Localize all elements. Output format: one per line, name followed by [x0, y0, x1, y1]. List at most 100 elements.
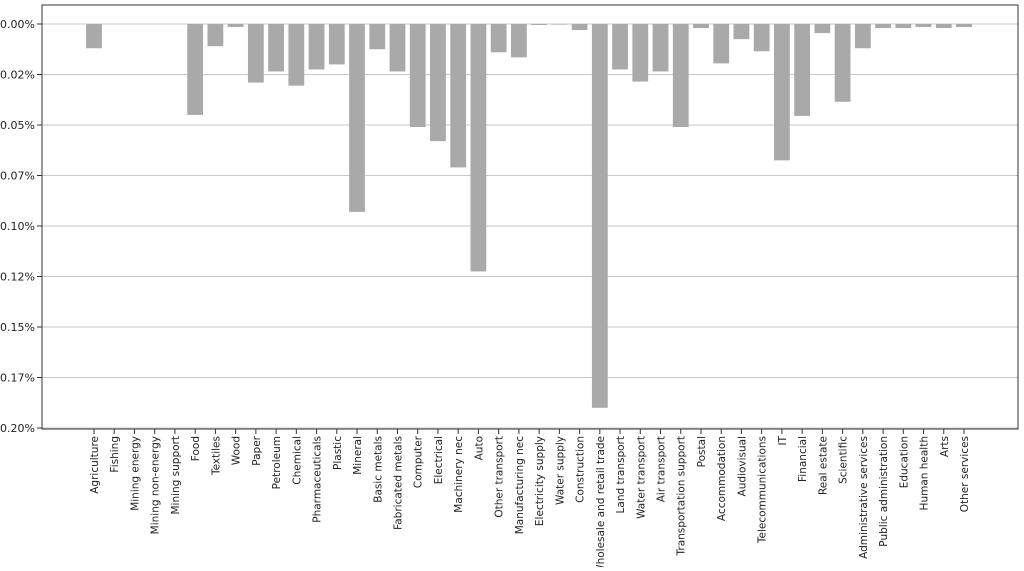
x-tick-label: Plastic — [332, 436, 344, 470]
x-tick-label: Arts — [939, 436, 951, 457]
bar — [450, 24, 467, 168]
x-tick-label: Other transport — [494, 436, 506, 518]
x-tick-label: Agriculture — [89, 436, 101, 494]
bar — [693, 24, 709, 29]
bar — [935, 24, 952, 29]
x-tick-label: Water supply — [554, 436, 566, 505]
bar — [430, 24, 446, 142]
x-tick-label: Electrical — [433, 436, 445, 484]
bar — [349, 24, 365, 212]
y-tick-label: -0.17% — [0, 372, 35, 385]
x-axis: Agriculture Fishing Mining energy Mining no… — [89, 429, 971, 571]
bar — [207, 24, 224, 47]
bar — [531, 24, 548, 26]
bar — [510, 24, 527, 58]
x-tick-label: Manufacturing nec — [514, 436, 526, 534]
gridlines — [42, 23, 1018, 429]
bar — [814, 24, 831, 34]
bar — [409, 24, 426, 128]
x-tick-label: Air transport — [656, 436, 668, 502]
x-tick-label: Textiles — [210, 436, 222, 476]
bar — [288, 24, 305, 86]
bar — [753, 24, 770, 52]
x-tick-label: IT — [777, 435, 789, 445]
x-tick-label: Computer — [413, 435, 425, 488]
x-tick-label: Chemical — [291, 436, 303, 485]
bar — [895, 24, 912, 29]
x-tick-label: Mineral — [352, 436, 364, 475]
x-tick-label: Food — [190, 436, 202, 461]
bar — [308, 24, 325, 70]
bar — [571, 24, 588, 31]
bar — [713, 24, 730, 64]
bar — [369, 24, 386, 50]
x-tick-label: Audiovisual — [736, 436, 748, 496]
y-tick-label: -0.07% — [0, 170, 35, 183]
x-tick-label: Public administration — [878, 436, 890, 547]
x-tick-label: Paper — [251, 435, 263, 465]
bar — [875, 24, 891, 29]
bar — [470, 24, 487, 272]
bar — [854, 24, 871, 49]
bar — [268, 24, 284, 72]
x-tick-label: Fishing — [109, 436, 121, 473]
bar — [551, 24, 568, 25]
x-tick-label: Administrative services — [858, 436, 870, 559]
y-tick-label: -0.02% — [0, 69, 35, 82]
x-tick-label: Auto — [473, 436, 485, 460]
x-tick-label: Machinery nec — [453, 436, 465, 513]
x-tick-label: Mining support — [170, 436, 182, 515]
bar — [794, 24, 811, 116]
bar — [774, 24, 790, 161]
x-tick-label: Basic metals — [372, 436, 384, 503]
bar — [328, 24, 345, 65]
bar — [733, 24, 750, 40]
y-tick-label: 0.00% — [0, 18, 35, 31]
bar — [86, 24, 102, 49]
bar — [632, 24, 649, 82]
x-tick-label: Mining energy — [129, 436, 141, 511]
x-tick-label: Financial — [797, 436, 809, 482]
y-tick-label: -0.20% — [0, 422, 35, 435]
y-axis: 0.00% -0.02% -0.05% -0.07% -0.10% -0.12% -0.15… — [0, 18, 42, 435]
x-tick-label: Human health — [919, 436, 931, 510]
y-tick-label: -0.12% — [0, 271, 35, 284]
x-tick-label: Real estate — [817, 436, 829, 495]
x-tick-label: Pharmaceuticals — [312, 436, 324, 523]
bars-group — [86, 24, 972, 408]
x-tick-label: Telecommunications — [757, 436, 769, 544]
x-tick-label: Water transport — [635, 436, 647, 519]
x-tick-label: Mining non-energy — [150, 436, 162, 534]
x-tick-label: Land transport — [615, 436, 627, 513]
bar — [187, 24, 204, 115]
bar — [915, 24, 932, 28]
x-tick-label: Postal — [696, 436, 708, 467]
x-tick-label: Wholesale and retail trade — [595, 436, 607, 567]
y-tick-label: -0.15% — [0, 321, 35, 334]
x-tick-label: Accommodation — [716, 436, 728, 521]
x-tick-label: Wood — [231, 436, 243, 465]
x-tick-label: Education — [898, 436, 910, 488]
bar — [956, 24, 972, 28]
bar — [591, 24, 608, 408]
y-tick-label: -0.10% — [0, 220, 35, 233]
bar — [834, 24, 851, 102]
x-tick-label: Petroleum — [271, 436, 283, 489]
x-tick-label: Transportation support — [676, 436, 688, 556]
x-tick-label: Scientific — [838, 436, 850, 484]
x-tick-label: Other services — [959, 436, 971, 512]
x-tick-label: Fabricated metals — [392, 436, 404, 530]
x-tick-label: Construction — [575, 436, 587, 503]
plot-frame — [41, 4, 1019, 430]
y-tick-label: -0.05% — [0, 119, 35, 132]
bar — [389, 24, 406, 72]
x-tick-label: Electricity supply — [534, 436, 546, 526]
bar — [227, 24, 244, 28]
bar — [247, 24, 264, 83]
bar — [612, 24, 628, 70]
bar — [672, 24, 689, 128]
bar — [490, 24, 507, 53]
bar — [652, 24, 669, 72]
